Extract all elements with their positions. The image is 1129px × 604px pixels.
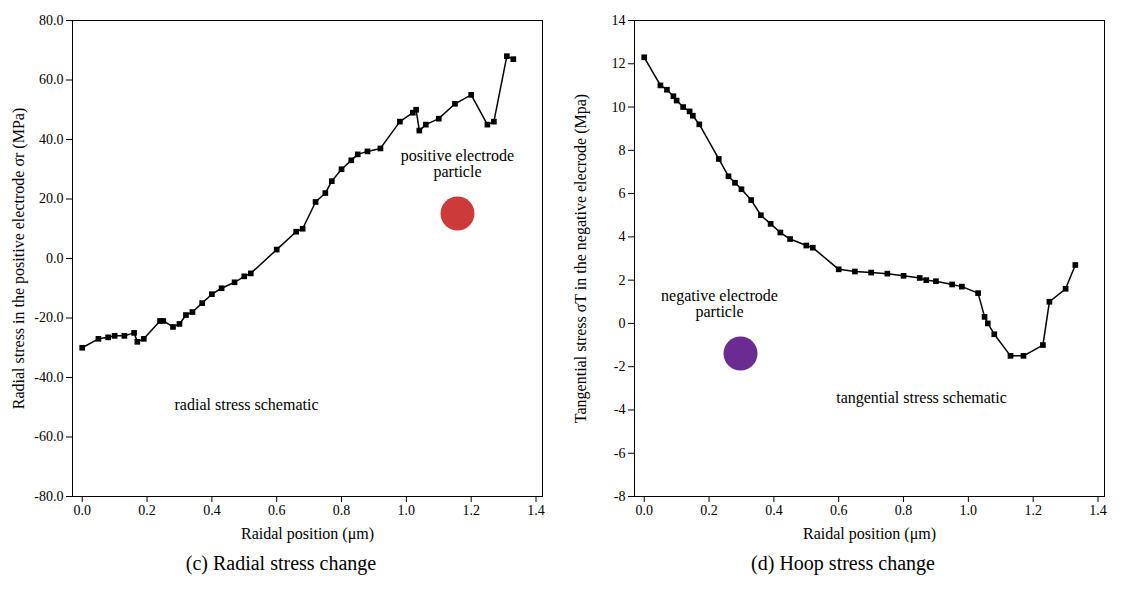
svg-text:1.0: 1.0 [960,503,978,518]
svg-text:-4: -4 [614,402,626,417]
svg-text:-20.0: -20.0 [34,310,63,325]
svg-text:12: 12 [612,56,626,71]
svg-text:0.0: 0.0 [46,251,64,266]
svg-text:Tangential stress σT in the ne: Tangential stress σT in the negative ele… [572,94,590,423]
svg-text:0: 0 [619,316,626,331]
svg-text:0.6: 0.6 [268,503,286,518]
svg-text:20.0: 20.0 [39,191,64,206]
svg-text:0.4: 0.4 [765,503,783,518]
svg-text:0.4: 0.4 [203,503,221,518]
svg-text:60.0: 60.0 [39,72,64,87]
svg-text:-80.0: -80.0 [34,489,63,504]
html-text:(c) Radial stress change: (c) Radial stress change [185,552,377,574]
svg-text:14: 14 [612,13,626,28]
svg-text:1.4: 1.4 [1089,503,1107,518]
svg-text:Raidal position (μm): Raidal position (μm) [241,525,374,543]
svg-text:positive electrodeparticle: positive electrodeparticle [401,147,514,181]
svg-text:0.0: 0.0 [635,503,653,518]
svg-text:Raidal position (μm): Raidal position (μm) [803,525,936,543]
svg-text:80.0: 80.0 [39,13,64,28]
svg-text:8: 8 [619,143,626,158]
svg-text:radial stress schematic: radial stress schematic [175,396,319,413]
svg-text:0.6: 0.6 [830,503,848,518]
svg-text:1.0: 1.0 [398,503,416,518]
svg-text:-40.0: -40.0 [34,370,63,385]
svg-text:1.2: 1.2 [462,503,480,518]
svg-text:10: 10 [612,100,626,115]
svg-text:-2: -2 [614,359,626,374]
svg-text:6: 6 [619,186,626,201]
svg-text:0.2: 0.2 [700,503,718,518]
svg-text:-6: -6 [614,446,626,461]
svg-text:-8: -8 [614,489,626,504]
svg-text:4: 4 [619,229,626,244]
svg-text:40.0: 40.0 [39,132,64,147]
svg-text:-60.0: -60.0 [34,429,63,444]
svg-text:1.4: 1.4 [527,503,545,518]
html-text:(d) Hoop stress change: (d) Hoop stress change [751,552,935,574]
svg-text:0.8: 0.8 [895,503,913,518]
svg-text:1.2: 1.2 [1024,503,1042,518]
svg-text:tangential stress schematic: tangential stress schematic [836,389,1007,407]
svg-text:0.0: 0.0 [73,503,91,518]
svg-text:Radial stress in the positive: Radial stress in the positive electrode … [10,108,28,409]
svg-text:negative electrodeparticle: negative electrodeparticle [661,287,778,321]
svg-text:0.2: 0.2 [138,503,156,518]
svg-text:2: 2 [619,273,626,288]
svg-text:0.8: 0.8 [333,503,351,518]
